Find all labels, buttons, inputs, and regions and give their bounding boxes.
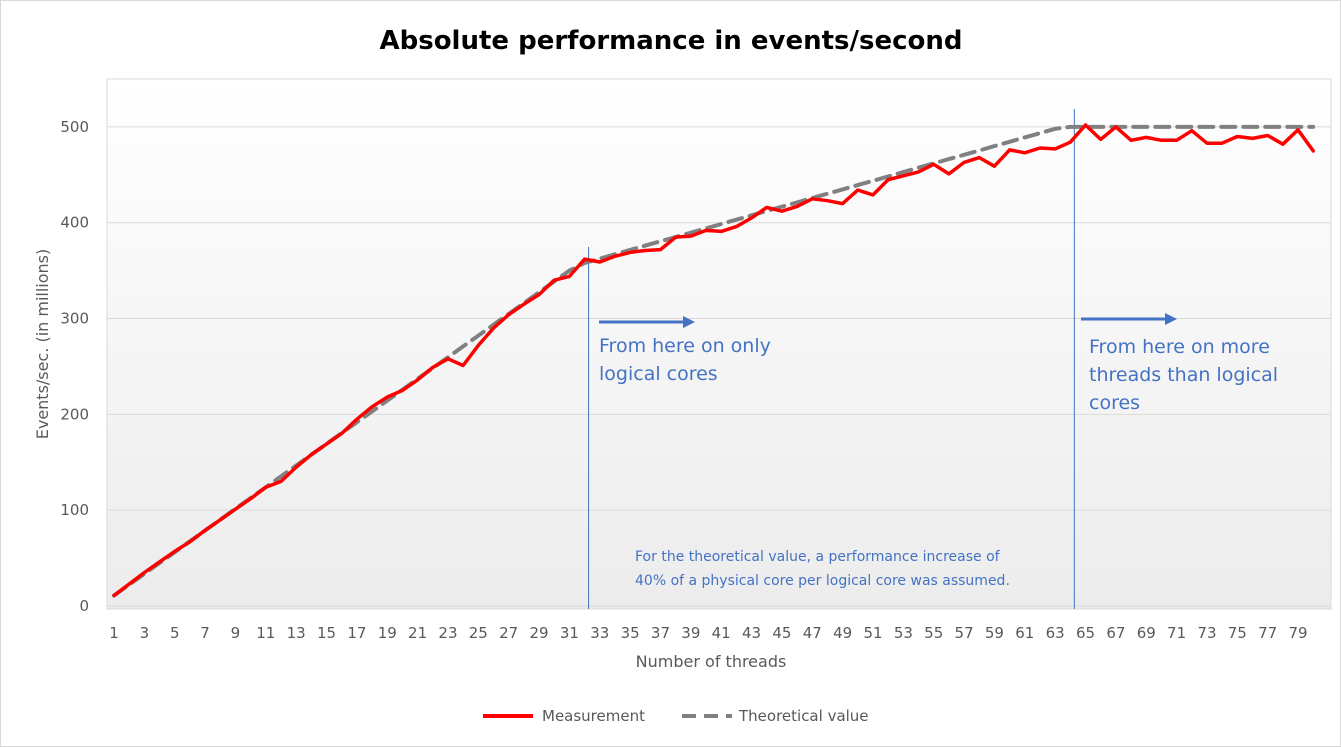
x-tick-labels: 1 3 5 7 9 11 13 15 17 19 21 23 25 27 29 31 33 35 37 39 41 43 4… xyxy=(109,624,1307,642)
x-tick-61: 61 xyxy=(1015,624,1034,642)
annotation-logical-line: logical cores xyxy=(599,363,718,385)
arrow-logical-icon-head xyxy=(683,316,695,328)
x-tick-77: 77 xyxy=(1258,624,1277,642)
x-tick-15: 15 xyxy=(317,624,336,642)
y-tick-labels: 0 100 200 300 400 500 xyxy=(60,118,89,615)
x-tick-75: 75 xyxy=(1228,624,1247,642)
x-tick-71: 71 xyxy=(1167,624,1186,642)
annotation-more-line: threads than logical xyxy=(1089,364,1278,386)
plot-area xyxy=(106,78,1332,610)
annotation-note-line: 40% of a physical core per logical core … xyxy=(635,573,1010,589)
x-axis-label: Number of threads xyxy=(636,652,787,671)
x-tick-39: 39 xyxy=(681,624,700,642)
legend-label-measurement: Measurement xyxy=(542,707,645,725)
annotation-logical-line: From here on only xyxy=(599,335,771,357)
x-tick-53: 53 xyxy=(894,624,913,642)
x-tick-5: 5 xyxy=(170,624,180,642)
x-tick-29: 29 xyxy=(529,624,548,642)
x-tick-65: 65 xyxy=(1076,624,1095,642)
x-tick-7: 7 xyxy=(200,624,210,642)
x-tick-27: 27 xyxy=(499,624,518,642)
x-tick-45: 45 xyxy=(772,624,791,642)
annotation-more-line: From here on more xyxy=(1089,336,1270,358)
x-tick-31: 31 xyxy=(560,624,579,642)
y-tick-500: 500 xyxy=(60,118,89,136)
y-tick-0: 0 xyxy=(79,597,89,615)
legend: Measurement Theoretical value xyxy=(483,707,869,725)
annotation-more-line: cores xyxy=(1089,392,1140,414)
x-tick-79: 79 xyxy=(1288,624,1307,642)
annotation-note-line: For the theoretical value, a performance… xyxy=(635,549,1001,565)
y-tick-300: 300 xyxy=(60,310,89,328)
series-lines xyxy=(112,123,1316,598)
vertical-markers xyxy=(588,109,1075,609)
x-tick-13: 13 xyxy=(287,624,306,642)
x-tick-41: 41 xyxy=(712,624,731,642)
x-tick-23: 23 xyxy=(438,624,457,642)
x-tick-43: 43 xyxy=(742,624,761,642)
x-tick-51: 51 xyxy=(863,624,882,642)
y-tick-400: 400 xyxy=(60,214,89,232)
legend-label-theoretical-value: Theoretical value xyxy=(738,707,869,725)
x-tick-33: 33 xyxy=(590,624,609,642)
x-tick-37: 37 xyxy=(651,624,670,642)
chart-title: Absolute performance in events/second xyxy=(379,26,962,56)
x-tick-11: 11 xyxy=(256,624,275,642)
y-tick-200: 200 xyxy=(60,405,89,423)
x-tick-59: 59 xyxy=(985,624,1004,642)
x-tick-17: 17 xyxy=(347,624,366,642)
x-tick-21: 21 xyxy=(408,624,427,642)
x-tick-63: 63 xyxy=(1046,624,1065,642)
x-tick-9: 9 xyxy=(231,624,241,642)
x-tick-35: 35 xyxy=(621,624,640,642)
x-tick-73: 73 xyxy=(1197,624,1216,642)
x-tick-67: 67 xyxy=(1106,624,1125,642)
arrow-more-icon-head xyxy=(1165,313,1177,325)
x-tick-25: 25 xyxy=(469,624,488,642)
x-tick-47: 47 xyxy=(803,624,822,642)
y-tick-100: 100 xyxy=(60,501,89,519)
x-tick-19: 19 xyxy=(378,624,397,642)
x-tick-57: 57 xyxy=(955,624,974,642)
x-tick-55: 55 xyxy=(924,624,943,642)
x-tick-69: 69 xyxy=(1137,624,1156,642)
x-tick-49: 49 xyxy=(833,624,852,642)
y-axis-label: Events/sec. (in millions) xyxy=(33,249,52,440)
series-measurement xyxy=(112,123,1315,598)
x-tick-1: 1 xyxy=(109,624,119,642)
x-tick-3: 3 xyxy=(140,624,150,642)
annotations: From here on only logical cores From here … xyxy=(599,313,1278,589)
